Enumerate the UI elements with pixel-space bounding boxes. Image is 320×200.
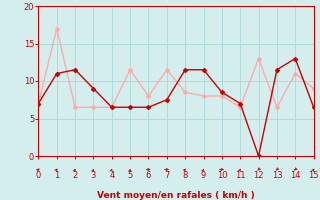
- X-axis label: Vent moyen/en rafales ( km/h ): Vent moyen/en rafales ( km/h ): [97, 191, 255, 200]
